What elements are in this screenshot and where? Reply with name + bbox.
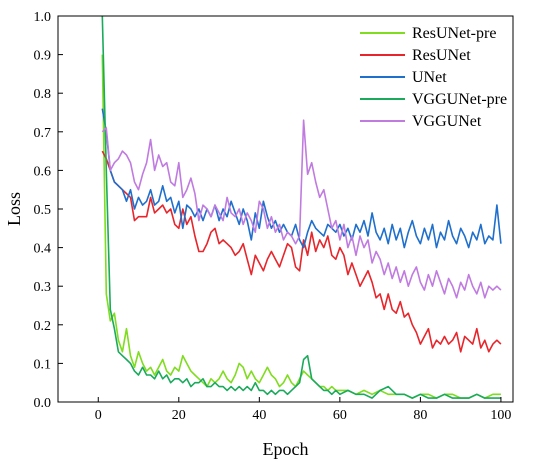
series-line-vggunet-pre	[101, 16, 501, 399]
x-tick-label: 0	[95, 408, 102, 423]
y-axis-title: Loss	[4, 192, 24, 226]
y-tick-label: 0.6	[34, 164, 52, 179]
series-line-resunet-pre	[101, 54, 501, 399]
x-axis-ticks: 0 20 40 60 80 100	[95, 397, 511, 423]
y-tick-label: 0.7	[34, 126, 52, 141]
x-tick-label: 100	[490, 408, 511, 423]
x-tick-label: 80	[413, 408, 427, 423]
y-tick-label: 0.5	[34, 203, 52, 218]
y-tick-label: 0.2	[34, 319, 52, 334]
legend-label: ResUNet	[412, 47, 471, 64]
series-line-resunet	[101, 150, 502, 353]
series-line-vggunet	[101, 119, 502, 299]
x-tick-label: 60	[333, 408, 347, 423]
legend-label: VGGUNet	[412, 113, 482, 130]
series-layer	[101, 16, 502, 399]
legend-label: ResUNet-pre	[412, 25, 496, 42]
legend-label: VGGUNet-pre	[412, 91, 507, 108]
x-tick-label: 40	[252, 408, 266, 423]
x-tick-label: 20	[172, 408, 186, 423]
y-tick-label: 0.1	[34, 357, 52, 372]
legend: ResUNet-pre ResUNet UNet VGGUNet-pre VGGUNet	[360, 25, 507, 130]
x-axis-title: Epoch	[263, 439, 309, 459]
y-tick-label: 1.0	[34, 10, 52, 25]
y-tick-label: 0.0	[34, 396, 52, 411]
legend-label: UNet	[412, 69, 447, 86]
series-line-unet	[101, 108, 502, 249]
y-tick-label: 0.4	[34, 242, 52, 257]
y-tick-label: 0.8	[34, 87, 52, 102]
y-tick-label: 0.3	[34, 280, 52, 295]
y-axis-ticks: 0.0 0.1 0.2 0.3 0.4 0.5 0.6 0.7 0.8 0.9 1.0	[34, 10, 63, 411]
y-tick-label: 0.9	[34, 49, 52, 64]
